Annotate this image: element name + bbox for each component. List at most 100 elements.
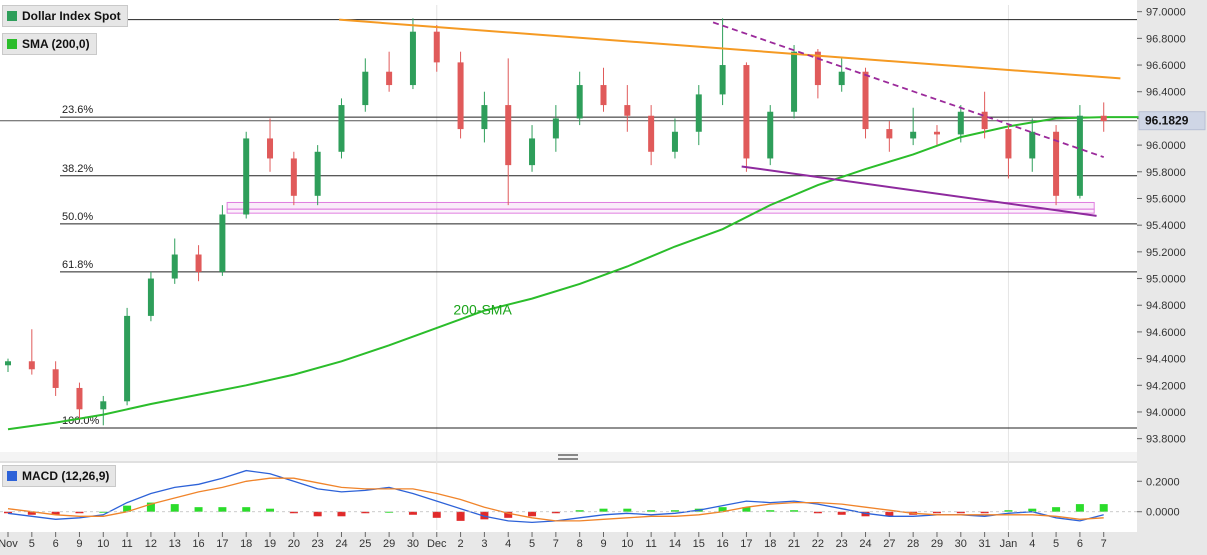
candle-body: [957, 111, 964, 135]
macd-histogram-bar: [718, 507, 727, 512]
time-tick-label: 8: [577, 538, 583, 550]
macd-histogram-bar: [242, 507, 251, 512]
macd-histogram-bar: [266, 508, 275, 512]
candle-body: [433, 31, 440, 63]
candle-body: [505, 105, 512, 166]
candle-body: [933, 131, 940, 135]
candle-body: [409, 31, 416, 86]
signal-line: [7, 477, 1104, 522]
time-tick-label: 27: [883, 538, 895, 550]
fib-label: 100.0%: [62, 415, 100, 427]
macd-tick-label: 0.0000: [1146, 507, 1180, 519]
candle-body: [219, 214, 226, 272]
macd-histogram-bar: [408, 511, 417, 515]
gridlines: [436, 5, 1009, 530]
time-tick-label: 24: [859, 538, 871, 550]
price-tick-label: 94.6000: [1146, 327, 1186, 339]
time-tick-label: 11: [645, 538, 656, 550]
support-trendline: [741, 165, 1097, 217]
macd-histogram-bar: [790, 510, 799, 512]
time-tick-label: 11: [121, 538, 132, 550]
macd-histogram-bar: [885, 511, 894, 517]
candle-body: [267, 138, 274, 159]
time-tick-label: 31: [978, 538, 990, 550]
time-tick-label: 10: [97, 538, 109, 550]
trendlines-group: [339, 18, 1121, 217]
macd-histogram-bar: [75, 511, 84, 514]
candle-body: [624, 105, 631, 116]
candle-body: [338, 105, 345, 152]
time-tick-label: 30: [955, 538, 967, 550]
price-tick-label: 96.6000: [1146, 60, 1186, 72]
candle-body: [481, 105, 488, 130]
time-tick-label: 19: [264, 538, 276, 550]
macd-group: [0, 469, 1137, 524]
candle-body: [243, 138, 250, 215]
fib-label: 23.6%: [62, 104, 93, 116]
time-tick-label: 21: [788, 538, 800, 550]
price-tick-label: 95.2000: [1146, 247, 1186, 259]
price-tag-group: 96.1829: [1138, 111, 1206, 131]
price-tick-label: 94.0000: [1146, 407, 1186, 419]
candle-body: [52, 369, 59, 388]
candle-body: [386, 71, 393, 86]
fib-label: 61.8%: [62, 259, 93, 271]
time-tick-label: 5: [1053, 538, 1059, 550]
time-tick-label: 18: [240, 538, 252, 550]
time-tick-label: 2: [458, 538, 464, 550]
time-tick-label: 20: [288, 538, 300, 550]
macd-histogram-bar: [432, 511, 441, 518]
time-tick-label: 9: [600, 538, 606, 550]
macd-histogram-bar: [980, 511, 989, 514]
candle-body: [124, 315, 131, 402]
time-tick-label: 23: [312, 538, 324, 550]
candle-body: [100, 401, 107, 410]
time-axis-bg: [0, 532, 1207, 555]
time-tick-label: 6: [1077, 538, 1083, 550]
candle-body: [743, 65, 750, 159]
support-zone-group: [226, 201, 1095, 214]
candle-body: [719, 65, 726, 95]
time-tick-label: 16: [192, 538, 204, 550]
price-tick-label: 96.0000: [1146, 140, 1186, 152]
macd-histogram-bar: [337, 511, 346, 517]
candle-body: [1100, 115, 1107, 122]
price-tick-label: 97.0000: [1146, 7, 1186, 19]
time-tick-label: 7: [1101, 538, 1107, 550]
time-tick-label: 22: [812, 538, 824, 550]
macd-histogram-bar: [861, 511, 870, 517]
price-tick-label: 95.0000: [1146, 274, 1186, 286]
macd-histogram-bar: [385, 511, 394, 513]
time-tick-label: 5: [529, 538, 535, 550]
macd-histogram-bar: [194, 507, 203, 512]
current-price-tag: [1138, 111, 1206, 131]
instrument-label: Dollar Index Spot: [2, 5, 128, 27]
time-tick-label: 4: [505, 538, 511, 550]
time-tick-label: 16: [716, 538, 728, 550]
time-tick-label: 23: [836, 538, 848, 550]
macd-tick-label: 0.2000: [1146, 476, 1180, 488]
support-zone-lower: [226, 208, 1095, 214]
time-tick-label: Dec: [427, 538, 447, 550]
candle-body: [314, 151, 321, 196]
candle-body: [76, 387, 83, 410]
macd-histogram-bar: [742, 507, 751, 512]
macd-histogram-bar: [956, 511, 965, 514]
candle-body: [28, 361, 35, 370]
fib-label: 50.0%: [62, 211, 93, 223]
price-tick-label: 94.2000: [1146, 380, 1186, 392]
fibonacci-levels: 0.0%23.6%38.2%50.0%61.8%100.0%: [0, 7, 1137, 429]
price-tick-label: 95.4000: [1146, 220, 1186, 232]
time-tick-label: 17: [216, 538, 228, 550]
resistance-trendline: [339, 18, 1121, 80]
candle-body: [838, 71, 845, 86]
candle-body: [171, 254, 178, 279]
macd-histogram-bar: [123, 505, 132, 512]
time-tick-label: 5: [29, 538, 35, 550]
macd-histogram-bar: [313, 511, 322, 517]
support-zone: [226, 201, 1095, 210]
candle-body: [814, 51, 821, 86]
candle-body: [600, 85, 607, 106]
sma-annotation: 200-SMA: [453, 302, 512, 318]
